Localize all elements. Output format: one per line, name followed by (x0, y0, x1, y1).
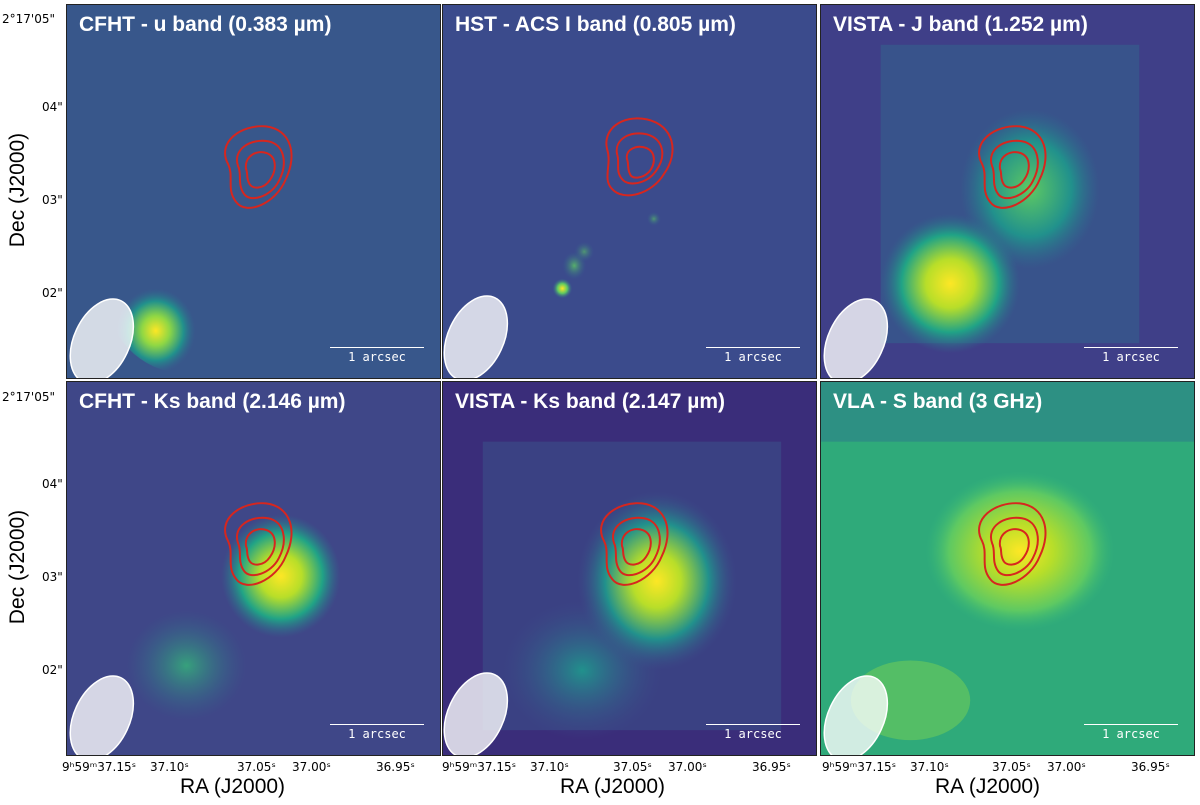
scale-bar: 1 arcsec (1084, 347, 1178, 364)
panel-title: CFHT - u band (0.383 µm) (79, 13, 332, 36)
panel-cfht-u: CFHT - u band (0.383 µm) 1 arcsec (66, 4, 441, 379)
scale-bar: 1 arcsec (706, 347, 800, 364)
dec-tick: 03" (42, 570, 63, 584)
scale-bar: 1 arcsec (330, 724, 424, 741)
panel-vista-ks: VISTA - Ks band (2.147 µm) 1 arcsec (442, 381, 817, 756)
ra-tick: 37.05ˢ (992, 760, 1031, 774)
beam-ellipse (69, 298, 135, 378)
ra-tick: 36.95ˢ (752, 760, 791, 774)
ra-tick: 37.00ˢ (668, 760, 707, 774)
ra-tick: 37.10ˢ (150, 760, 189, 774)
ra-tick: 37.05ˢ (613, 760, 652, 774)
beam-ellipse (443, 672, 509, 755)
ra-tick: 37.00ˢ (292, 760, 331, 774)
vla-s-image (821, 382, 1194, 755)
contours (978, 125, 1047, 209)
panel-title: VISTA - J band (1.252 µm) (833, 13, 1088, 36)
dec-tick: 03" (42, 193, 63, 207)
ra-tick: 36.95ˢ (376, 760, 415, 774)
ra-tick: 36.95ˢ (1131, 760, 1170, 774)
dec-tick: 2°17'05" (2, 12, 55, 26)
beam-ellipse (823, 675, 889, 755)
y-axis-label-bottom: Dec (J2000) (6, 509, 29, 625)
panel-cfht-ks: CFHT - Ks band (2.146 µm) 1 arcsec (66, 381, 441, 756)
dec-tick: 2°17'05" (2, 390, 55, 404)
panel-title: HST - ACS I band (0.805 µm) (455, 13, 736, 36)
contours (978, 502, 1047, 586)
vista-ks-image (443, 382, 816, 755)
beam-ellipse (823, 298, 889, 378)
scale-bar: 1 arcsec (706, 724, 800, 741)
x-axis-label: RA (J2000) (560, 775, 666, 798)
panel-vla-s: VLA - S band (3 GHz) 1 arcsec (820, 381, 1195, 756)
x-axis-label: RA (J2000) (935, 775, 1041, 798)
contours (600, 502, 669, 586)
x-axis-label: RA (J2000) (180, 775, 286, 798)
panel-hst-acs: HST - ACS I band (0.805 µm) 1 arcsec (442, 4, 817, 379)
contours (224, 125, 293, 209)
contours (224, 502, 293, 586)
ra-tick: 37.10ˢ (910, 760, 949, 774)
ra-tick: 9ʰ59ᵐ37.15ˢ (62, 760, 137, 774)
cfht-u-image (67, 5, 440, 378)
ra-tick: 9ʰ59ᵐ37.15ˢ (822, 760, 897, 774)
cfht-ks-image (67, 382, 440, 755)
scale-bar: 1 arcsec (330, 347, 424, 364)
hst-acs-image (443, 5, 816, 378)
ra-tick: 37.00ˢ (1047, 760, 1086, 774)
ra-tick: 37.10ˢ (530, 760, 569, 774)
ra-tick: 9ʰ59ᵐ37.15ˢ (442, 760, 517, 774)
panel-vista-j: VISTA - J band (1.252 µm) 1 arcsec (820, 4, 1195, 379)
vista-j-image (821, 5, 1194, 378)
beam-ellipse (443, 295, 509, 378)
ra-tick: 37.05ˢ (237, 760, 276, 774)
panel-title: CFHT - Ks band (2.146 µm) (79, 390, 346, 413)
dec-tick: 04" (42, 477, 63, 491)
y-axis-label-top: Dec (J2000) (6, 132, 29, 248)
beam-ellipse (69, 675, 135, 755)
panel-title: VLA - S band (3 GHz) (833, 390, 1043, 413)
dec-tick: 02" (42, 663, 63, 677)
contours (605, 117, 674, 197)
scale-bar: 1 arcsec (1084, 724, 1178, 741)
dec-tick: 02" (42, 286, 63, 300)
dec-tick: 04" (42, 100, 63, 114)
panel-title: VISTA - Ks band (2.147 µm) (455, 390, 725, 413)
